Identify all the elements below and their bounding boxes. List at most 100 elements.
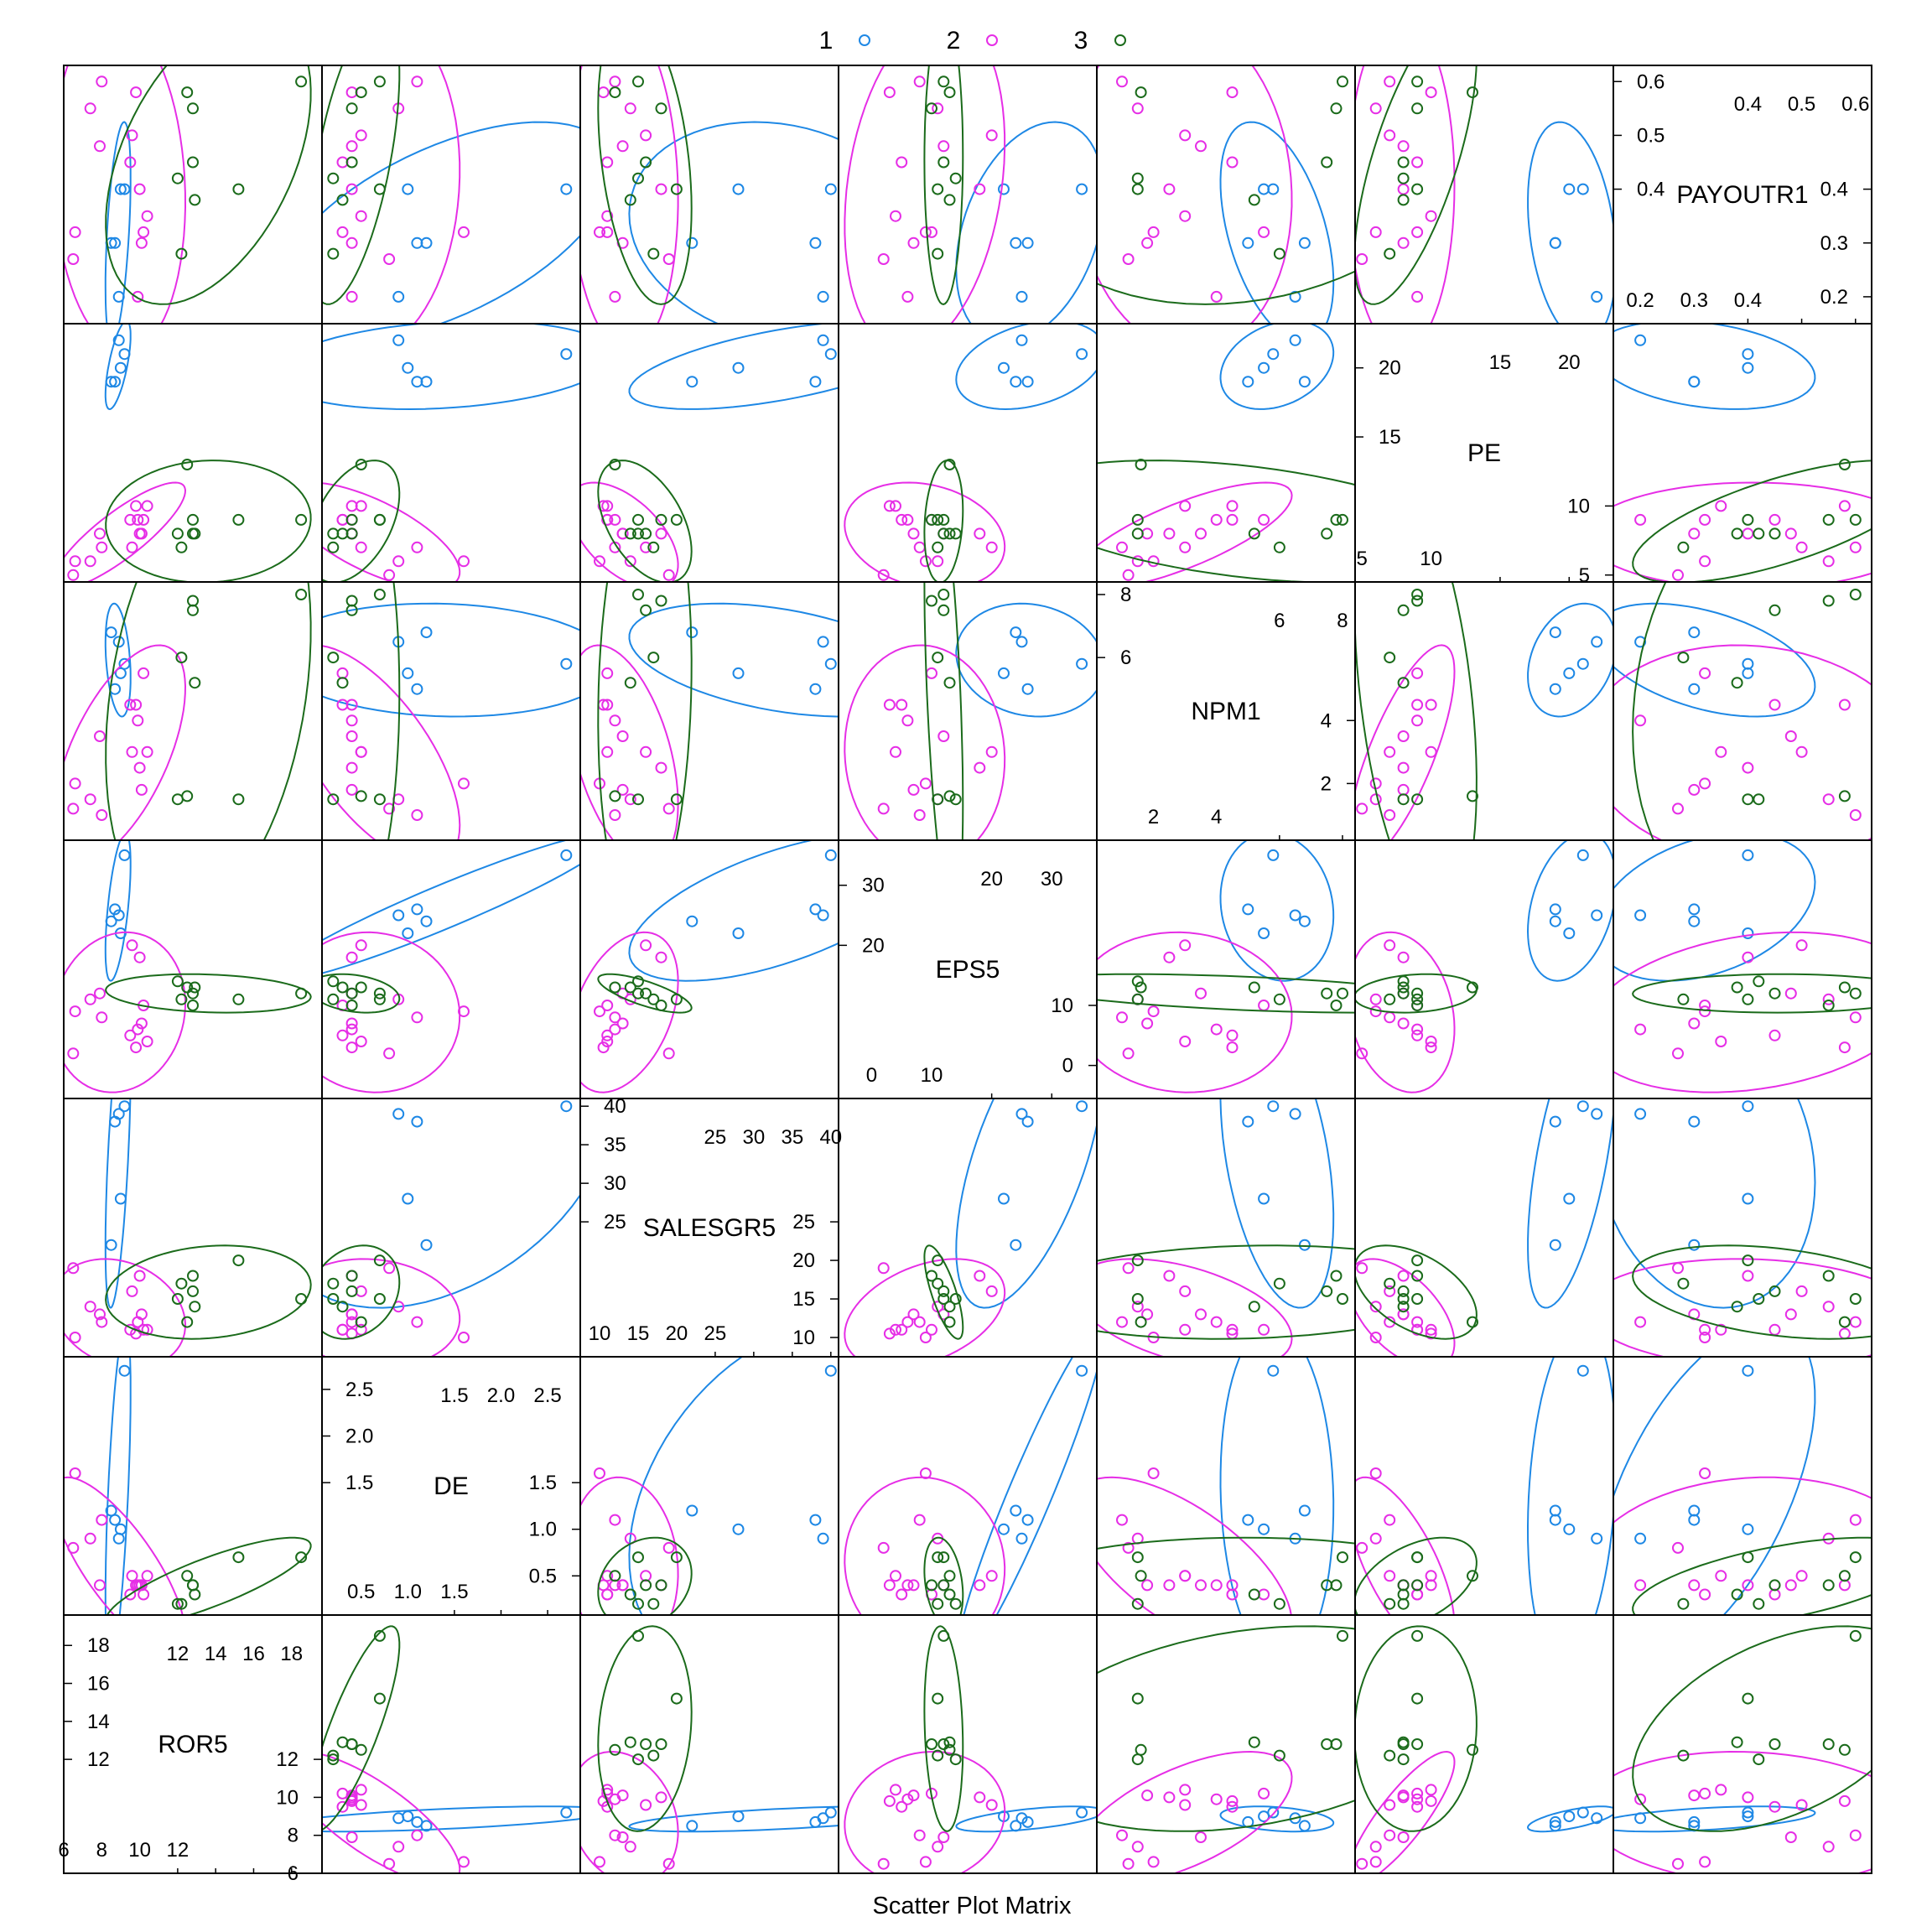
legend-label-3: 3 [1074,27,1088,55]
ellipse-group-2 [1355,1750,1456,1873]
point-group-3 [1273,247,1285,260]
point-group-2 [1195,527,1207,540]
point-group-2 [1425,1323,1437,1336]
point-group-2 [411,1829,423,1841]
point-group-3 [187,1579,199,1592]
point-group-2 [890,1323,901,1336]
point-group-2 [907,527,920,540]
point-group-2 [1688,527,1701,540]
point-group-3 [632,793,644,806]
point-group-1 [392,334,405,346]
diag-tick-label: 25 [604,1211,626,1233]
panel-content [1613,582,1872,840]
panel-NPM1-vs-EPS5 [838,581,1098,841]
point-group-1 [1549,1820,1561,1832]
point-group-1 [420,915,433,927]
point-group-1 [1549,915,1561,927]
ellipse-group-2 [580,65,679,324]
point-group-1 [686,1820,699,1832]
point-group-3 [232,793,245,806]
point-group-2 [1411,1787,1424,1800]
point-group-3 [345,102,358,115]
point-group-2 [1397,1308,1410,1321]
point-group-2 [1742,1579,1754,1592]
point-group-2 [1768,699,1781,711]
point-group-2 [124,1029,137,1041]
point-group-2 [877,802,890,815]
point-group-3 [327,1293,340,1305]
point-group-3 [1467,1570,1478,1582]
point-group-2 [1384,745,1396,758]
ellipse-group-1 [955,1805,1097,1833]
ellipse-group-2 [1097,65,1293,324]
point-group-3 [1838,981,1851,994]
point-group-3 [373,1692,386,1705]
point-group-2 [1742,527,1754,540]
point-group-2 [901,1793,914,1805]
point-group-2 [392,555,405,568]
point-group-2 [67,1047,80,1060]
ellipse-group-3 [1355,973,1478,1014]
panel-border [321,839,581,1099]
point-group-3 [640,156,652,169]
point-group-2 [141,210,153,222]
point-group-2 [133,761,146,774]
point-group-1 [1563,667,1576,679]
point-group-2 [1179,129,1192,142]
diag-tick-label: 30 [862,875,885,897]
point-group-2 [84,102,96,115]
point-group-3 [355,459,367,470]
point-group-2 [1634,1579,1647,1592]
panel-content [322,65,580,324]
point-group-2 [1384,129,1396,142]
panel-content [1613,324,1872,582]
point-group-2 [1411,667,1424,679]
ellipse-group-3 [1097,65,1355,305]
diag-tick-label: 0.4 [1734,289,1762,312]
point-group-2 [345,730,358,742]
panel-NPM1-vs-SALESGR5 [579,581,839,841]
point-group-3 [1768,527,1781,540]
point-group-1 [1591,1532,1603,1545]
point-group-3 [1337,987,1348,1000]
point-group-2 [974,761,986,774]
point-group-3 [1135,1316,1147,1328]
point-group-3 [1838,1743,1851,1756]
point-group-3 [632,1753,644,1766]
point-group-2 [1838,500,1851,512]
point-group-2 [616,1831,629,1843]
point-group-3 [1397,1753,1410,1766]
ellipse-group-3 [1355,582,1478,840]
ellipse-group-1 [1219,840,1335,982]
point-group-2 [1116,1514,1128,1526]
point-group-2 [345,699,358,711]
point-group-2 [84,993,96,1005]
point-group-2 [985,129,998,142]
point-group-1 [824,1806,837,1819]
point-group-3 [345,1285,358,1297]
point-group-2 [1822,1301,1835,1313]
ellipse-group-1 [955,324,1097,411]
point-group-1 [1688,376,1701,388]
panel-EPS5-vs-PE [1354,839,1614,1099]
point-group-3 [1248,981,1260,994]
point-group-3 [1467,790,1478,802]
point-group-2 [355,745,367,758]
point-group-2 [411,75,423,88]
panel-content [64,324,312,582]
panel-border [1613,1356,1872,1616]
point-group-1 [1742,849,1754,861]
ellipse-group-2 [64,1258,187,1357]
point-group-2 [883,1579,896,1592]
point-group-3 [1321,1285,1333,1297]
panel-DE-vs-SALESGR5 [579,1356,839,1616]
panel-ROR5-vs-EPS5 [838,1614,1098,1874]
variable-label: EPS5 [936,956,1000,984]
point-group-2 [609,1829,621,1841]
point-group-3 [1384,247,1396,260]
point-group-2 [1226,156,1239,169]
point-group-1 [1242,1115,1254,1128]
point-group-3 [926,102,937,115]
point-group-3 [1838,459,1851,470]
point-group-2 [1699,1856,1711,1868]
